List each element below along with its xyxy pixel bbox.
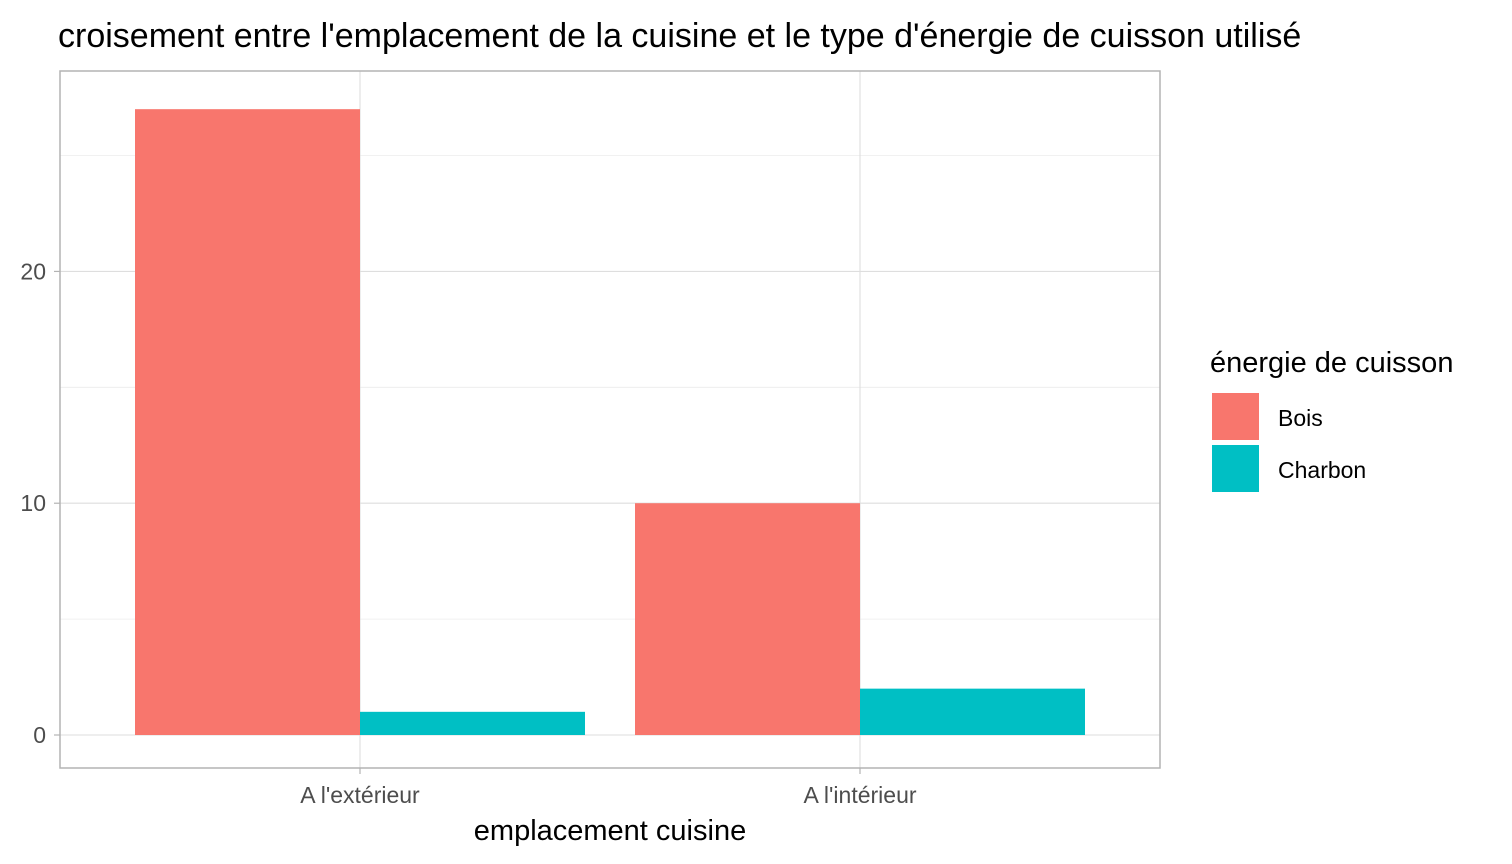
bar-bois-2 bbox=[635, 503, 860, 735]
legend-key-charbon bbox=[1212, 445, 1259, 492]
chart-title: croisement entre l'emplacement de la cui… bbox=[58, 17, 1301, 55]
bar-charbon-2 bbox=[860, 688, 1085, 735]
legend-label-charbon: Charbon bbox=[1278, 457, 1366, 483]
y-tick-label: 20 bbox=[20, 258, 46, 284]
x-tick-label: A l'intérieur bbox=[803, 782, 916, 808]
y-tick-label: 0 bbox=[33, 722, 46, 748]
legend: énergie de cuisson Bois Charbon bbox=[1210, 347, 1453, 492]
y-axis: 0 10 20 bbox=[20, 258, 60, 748]
plot-panel-border bbox=[59, 70, 1161, 769]
x-tick-label: A l'extérieur bbox=[300, 782, 420, 808]
legend-label-bois: Bois bbox=[1278, 405, 1323, 431]
bars-layer bbox=[135, 109, 1085, 735]
y-tick-label: 10 bbox=[20, 490, 46, 516]
legend-items: Bois Charbon bbox=[1212, 393, 1366, 492]
legend-key-bois bbox=[1212, 393, 1259, 440]
x-axis-title: emplacement cuisine bbox=[474, 815, 746, 847]
x-axis: A l'extérieur A l'intérieur bbox=[300, 768, 917, 808]
legend-title: énergie de cuisson bbox=[1210, 347, 1453, 379]
bar-bois-1 bbox=[135, 109, 360, 735]
bar-charbon-1 bbox=[360, 711, 585, 735]
